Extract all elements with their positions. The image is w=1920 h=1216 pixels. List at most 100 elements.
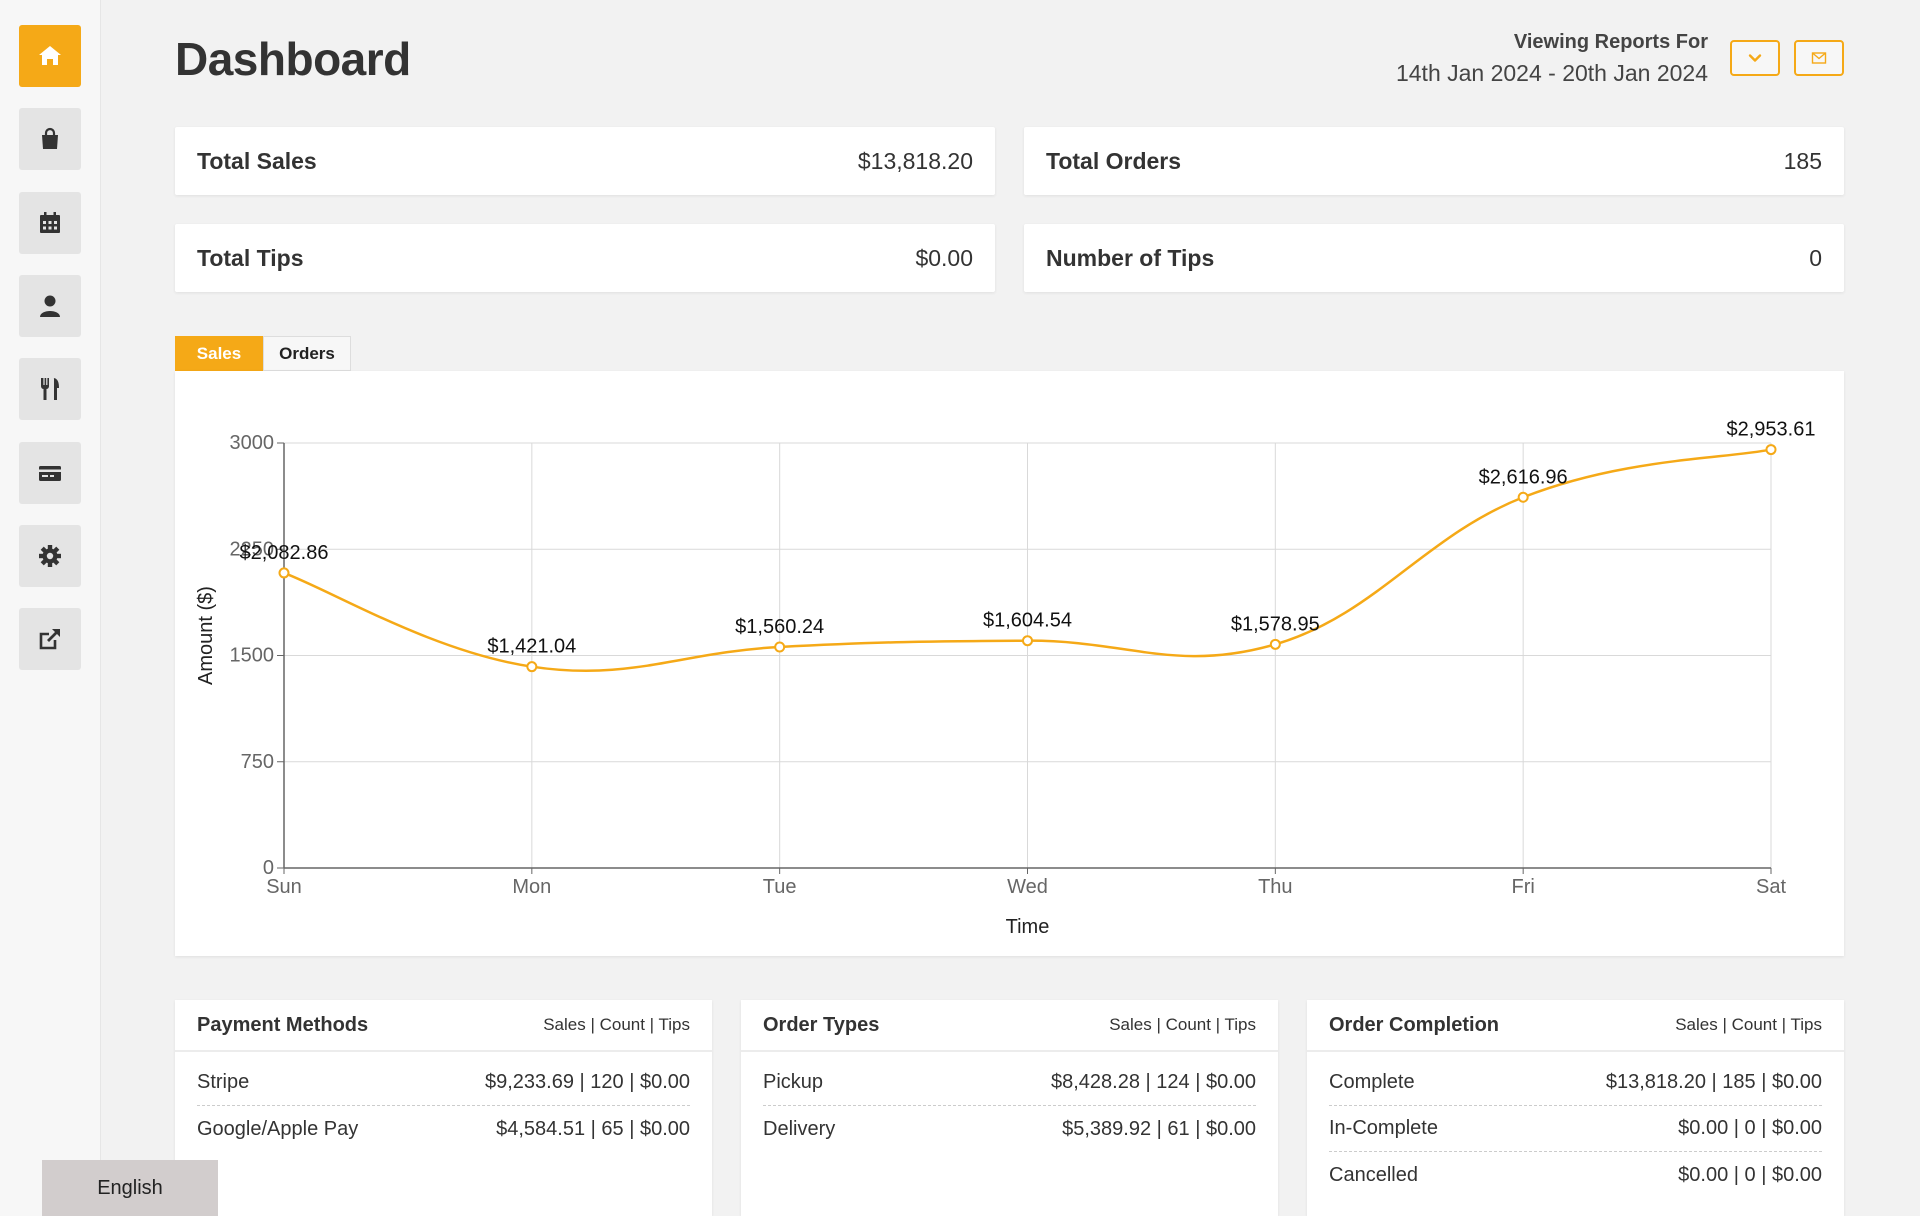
panel-header: Order Types Sales | Count | Tips	[741, 1000, 1278, 1052]
stat-label: Number of Tips	[1046, 244, 1215, 271]
card-icon	[39, 466, 61, 481]
y-tick-label: 750	[241, 751, 274, 773]
chart-tabs: Sales Orders	[175, 336, 351, 371]
sidebar-item-settings[interactable]	[19, 525, 81, 587]
panel-columns: Sales | Count | Tips	[1109, 1015, 1256, 1034]
row-value: $0.00 | 0 | $0.00	[1678, 1163, 1822, 1186]
chevron-down-icon	[1748, 54, 1762, 62]
panel-header: Payment Methods Sales | Count | Tips	[175, 1000, 712, 1052]
stat-label: Total Sales	[197, 147, 317, 174]
x-tick-label: Tue	[763, 876, 797, 898]
data-label: $1,560.24	[735, 616, 824, 638]
row-label: In-Complete	[1329, 1117, 1438, 1139]
list-item: Delivery $5,389.92 | 61 | $0.00	[763, 1106, 1256, 1152]
row-label: Cancelled	[1329, 1163, 1418, 1186]
panel-order-types: Order Types Sales | Count | Tips Pickup $…	[741, 1000, 1278, 1216]
data-label: $1,421.04	[487, 636, 576, 658]
sidebar-item-orders[interactable]	[19, 108, 81, 170]
sidebar-item-menu[interactable]	[19, 358, 81, 420]
data-point	[774, 641, 786, 653]
stat-label: Total Orders	[1046, 147, 1182, 174]
y-tick-label: 2250	[230, 538, 275, 560]
viewing-label: Viewing Reports For	[1513, 31, 1708, 53]
list-item: Google/Apple Pay $4,584.51 | 65 | $0.00	[197, 1106, 690, 1152]
home-icon	[39, 46, 61, 65]
report-period: Viewing Reports For 14th Jan 2024 - 20th…	[1396, 31, 1708, 87]
row-value: $13,818.20 | 185 | $0.00	[1605, 1071, 1822, 1093]
sidebar-item-calendar[interactable]	[19, 192, 81, 254]
stat-label: Total Tips	[197, 244, 304, 271]
email-report-button[interactable]	[1794, 40, 1844, 76]
sidebar-item-external[interactable]	[19, 608, 81, 670]
sales-line-chart: 0 750 1500 2250 3000 Sun Mon Tue Wed Thu Fri Sat Tim…	[195, 419, 1816, 938]
data-point	[526, 661, 538, 673]
panel-columns: Sales | Count | Tips	[1675, 1015, 1822, 1034]
row-label: Complete	[1329, 1071, 1415, 1093]
row-value: $4,584.51 | 65 | $0.00	[496, 1117, 690, 1140]
user-icon	[40, 295, 60, 317]
data-point	[278, 567, 290, 579]
panel-title: Order Types	[763, 1013, 880, 1036]
y-tick-label: 0	[263, 857, 274, 879]
data-point	[1765, 444, 1777, 456]
row-label: Pickup	[763, 1071, 824, 1093]
gear-icon	[39, 545, 61, 567]
stat-total-sales: Total Sales $13,818.20	[175, 127, 995, 195]
list-item: In-Complete $0.00 | 0 | $0.00	[1329, 1106, 1822, 1152]
utensils-icon	[40, 378, 59, 400]
panel-title: Order Completion	[1329, 1013, 1500, 1036]
x-tick-label: Mon	[512, 876, 551, 898]
sidebar-item-home[interactable]	[19, 25, 81, 87]
y-axis-title: Amount ($)	[195, 586, 217, 685]
x-tick-label: Thu	[1258, 876, 1292, 898]
panel-payment-methods: Payment Methods Sales | Count | Tips Str…	[175, 1000, 712, 1216]
sidebar-item-customers[interactable]	[19, 275, 81, 337]
panel-header: Order Completion Sales | Count | Tips	[1307, 1000, 1844, 1052]
y-tick-label: 1500	[230, 645, 275, 667]
list-item: Pickup $8,428.28 | 124 | $0.00	[763, 1060, 1256, 1106]
data-point	[1517, 491, 1529, 503]
date-range: 14th Jan 2024 - 20th Jan 2024	[1395, 60, 1708, 86]
tab-sales[interactable]: Sales	[175, 336, 263, 371]
panel-order-completion: Order Completion Sales | Count | Tips Co…	[1307, 1000, 1844, 1216]
data-label: $2,082.86	[240, 542, 329, 564]
x-tick-label: Sun	[266, 876, 302, 898]
stat-value: 185	[1783, 147, 1822, 174]
envelope-icon	[1811, 52, 1827, 64]
panel-title: Payment Methods	[197, 1013, 369, 1036]
row-label: Google/Apple Pay	[197, 1117, 359, 1140]
data-label: $1,578.95	[1231, 613, 1320, 635]
sales-chart-card: 0 750 1500 2250 3000 Sun Mon Tue Wed Thu Fri Sat Tim…	[175, 371, 1844, 956]
sidebar-item-payments[interactable]	[19, 442, 81, 504]
row-value: $5,389.92 | 61 | $0.00	[1062, 1117, 1256, 1140]
stat-value: $0.00	[915, 244, 973, 271]
date-dropdown-button[interactable]	[1730, 40, 1780, 76]
data-label: $2,953.61	[1727, 419, 1816, 441]
data-point	[1022, 635, 1033, 647]
sidebar	[0, 0, 101, 1216]
list-item: Cancelled $0.00 | 0 | $0.00	[1329, 1152, 1822, 1198]
language-selector[interactable]: English	[42, 1160, 218, 1216]
panel-columns: Sales | Count | Tips	[543, 1015, 690, 1034]
shopping-bag-icon	[42, 127, 58, 149]
tab-orders[interactable]: Orders	[263, 336, 351, 371]
x-tick-label: Wed	[1007, 876, 1048, 898]
x-axis-title: Time	[1006, 916, 1050, 938]
stat-value: 0	[1809, 244, 1822, 271]
stat-number-of-tips: Number of Tips 0	[1024, 224, 1844, 292]
row-value: $9,233.69 | 120 | $0.00	[484, 1071, 690, 1093]
external-link-icon	[39, 629, 60, 650]
list-item: Stripe $9,233.69 | 120 | $0.00	[197, 1060, 690, 1106]
row-value: $0.00 | 0 | $0.00	[1678, 1117, 1822, 1139]
row-label: Stripe	[197, 1071, 250, 1093]
list-item: Complete $13,818.20 | 185 | $0.00	[1329, 1060, 1822, 1106]
x-tick-label: Fri	[1512, 876, 1535, 898]
data-label: $1,604.54	[983, 610, 1072, 632]
x-tick-label: Sat	[1756, 876, 1786, 898]
calendar-icon	[40, 212, 60, 233]
stat-total-orders: Total Orders 185	[1024, 127, 1844, 195]
y-tick-label: 3000	[230, 432, 275, 454]
page-title: Dashboard	[175, 33, 411, 85]
stat-value: $13,818.20	[857, 147, 973, 174]
stat-total-tips: Total Tips $0.00	[175, 224, 995, 292]
